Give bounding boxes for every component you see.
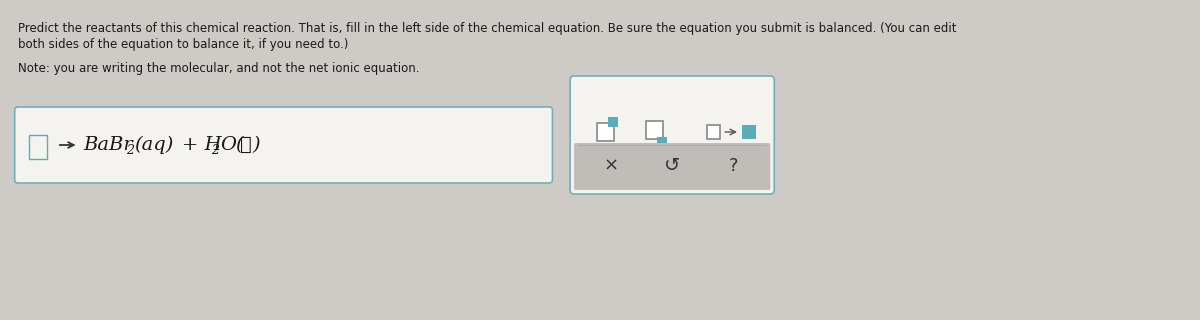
FancyBboxPatch shape (30, 135, 47, 159)
Text: O(: O( (220, 136, 244, 154)
Bar (658, 137, 667, 147)
Bar (742, 125, 756, 139)
Text: ×: × (604, 156, 619, 174)
Bar (646, 121, 664, 139)
FancyBboxPatch shape (14, 107, 552, 183)
Text: ℓ: ℓ (240, 136, 252, 154)
FancyBboxPatch shape (570, 76, 774, 194)
Bar (608, 117, 618, 127)
Bar (596, 123, 614, 141)
Text: 2: 2 (211, 143, 218, 156)
Text: 2: 2 (126, 143, 133, 156)
Text: ↺: ↺ (664, 156, 680, 175)
Text: + H: + H (181, 136, 221, 154)
Text: (aq): (aq) (134, 136, 174, 154)
Text: Note: you are writing the molecular, and not the net ionic equation.: Note: you are writing the molecular, and… (18, 62, 419, 75)
Text: ?: ? (728, 156, 738, 174)
Text: both sides of the equation to balance it, if you need to.): both sides of the equation to balance it… (18, 38, 348, 51)
Text: BaBr: BaBr (84, 136, 133, 154)
Text: ): ) (252, 136, 260, 154)
FancyBboxPatch shape (574, 143, 770, 190)
Text: Predict the reactants of this chemical reaction. That is, fill in the left side : Predict the reactants of this chemical r… (18, 22, 956, 35)
Bar (707, 125, 720, 139)
